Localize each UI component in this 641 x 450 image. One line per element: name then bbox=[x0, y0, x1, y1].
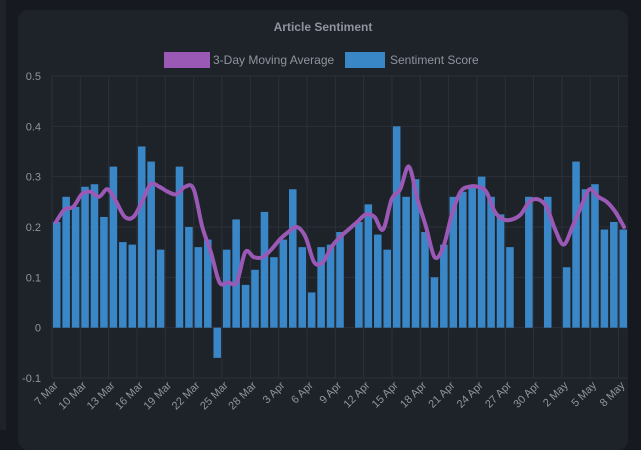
x-tick-label: 6 Apr bbox=[289, 379, 316, 406]
legend-swatch-sentiment-score[interactable] bbox=[345, 52, 385, 68]
sentiment-bar[interactable] bbox=[109, 166, 118, 328]
x-tick-label: 3 Apr bbox=[261, 379, 288, 406]
x-tick-label: 5 May bbox=[569, 379, 599, 409]
sentiment-bar[interactable] bbox=[232, 219, 240, 328]
page: Article Sentiment 3-Day Moving Average S… bbox=[0, 0, 628, 430]
sentiment-bar[interactable] bbox=[279, 239, 288, 328]
sentiment-bar[interactable] bbox=[81, 186, 89, 328]
sentiment-bar[interactable] bbox=[185, 227, 193, 328]
sentiment-bar[interactable] bbox=[468, 186, 476, 328]
x-tick-label: 24 Apr bbox=[455, 379, 486, 410]
x-tick-label: 16 Mar bbox=[113, 379, 146, 412]
sentiment-bar[interactable] bbox=[572, 161, 580, 328]
sentiment-bar[interactable] bbox=[241, 284, 250, 328]
sentiment-bar[interactable] bbox=[496, 214, 505, 328]
legend-label-moving-average[interactable]: 3-Day Moving Average bbox=[213, 53, 335, 67]
sentiment-bar[interactable] bbox=[251, 269, 259, 328]
y-tick-label: 0.5 bbox=[26, 71, 41, 83]
sentiment-chart: Article Sentiment 3-Day Moving Average S… bbox=[22, 20, 628, 412]
sentiment-bar[interactable] bbox=[307, 292, 316, 328]
x-tick-label: 27 Apr bbox=[483, 379, 514, 410]
sentiment-bar[interactable] bbox=[458, 191, 467, 328]
x-tick-label: 28 Mar bbox=[226, 379, 259, 412]
sentiment-bar[interactable] bbox=[204, 239, 212, 328]
left-panel-edge bbox=[0, 0, 6, 430]
sentiment-bar[interactable] bbox=[383, 249, 391, 328]
x-tick-label: 8 May bbox=[598, 379, 628, 409]
chart-title: Article Sentiment bbox=[274, 20, 373, 34]
sentiment-bar[interactable] bbox=[298, 247, 307, 328]
sentiment-bar[interactable] bbox=[270, 257, 278, 328]
x-tick-label: 21 Apr bbox=[426, 379, 457, 410]
x-tick-label: 15 Apr bbox=[370, 379, 401, 410]
sentiment-bar[interactable] bbox=[591, 184, 599, 328]
legend-label-sentiment-score[interactable]: Sentiment Score bbox=[390, 53, 479, 67]
x-tick-label: 25 Mar bbox=[198, 379, 231, 412]
sentiment-bar[interactable] bbox=[373, 234, 382, 328]
sentiment-bar[interactable] bbox=[137, 146, 146, 328]
sentiment-bar[interactable] bbox=[581, 189, 590, 328]
sentiment-bar[interactable] bbox=[477, 176, 486, 328]
y-tick-label: 0 bbox=[35, 323, 41, 335]
sentiment-bar[interactable] bbox=[525, 196, 533, 328]
sentiment-bar[interactable] bbox=[336, 232, 344, 328]
sentiment-bar[interactable] bbox=[487, 196, 495, 328]
x-tick-label: 12 Apr bbox=[341, 379, 372, 410]
line-series bbox=[54, 164, 626, 287]
bar-series bbox=[52, 126, 628, 358]
sentiment-bar[interactable] bbox=[610, 221, 618, 328]
sentiment-bar[interactable] bbox=[147, 161, 155, 328]
sentiment-bar[interactable] bbox=[156, 249, 165, 328]
sentiment-bar[interactable] bbox=[326, 244, 335, 328]
sentiment-bar[interactable] bbox=[222, 249, 231, 328]
x-tick-label: 30 Apr bbox=[511, 379, 542, 410]
sentiment-bar[interactable] bbox=[440, 244, 448, 328]
sentiment-bar[interactable] bbox=[213, 327, 222, 358]
x-tick-label: 2 May bbox=[541, 379, 571, 409]
sentiment-bar[interactable] bbox=[402, 196, 410, 328]
sentiment-bar[interactable] bbox=[543, 196, 552, 328]
sentiment-bar[interactable] bbox=[421, 232, 429, 328]
sentiment-bar[interactable] bbox=[90, 184, 99, 328]
x-tick-label: 13 Mar bbox=[85, 379, 118, 412]
sentiment-bar[interactable] bbox=[411, 179, 420, 328]
sentiment-bar[interactable] bbox=[355, 221, 363, 328]
legend-swatch-moving-average[interactable] bbox=[164, 52, 210, 68]
sentiment-bar[interactable] bbox=[62, 196, 70, 328]
y-tick-label: 0.3 bbox=[26, 172, 41, 184]
y-tick-label: 0.1 bbox=[26, 272, 41, 284]
sentiment-bar[interactable] bbox=[71, 206, 80, 328]
moving-average-line[interactable] bbox=[54, 164, 626, 287]
sentiment-bar[interactable] bbox=[52, 221, 61, 328]
sentiment-bar[interactable] bbox=[194, 247, 203, 328]
x-tick-label: 19 Mar bbox=[141, 379, 174, 412]
sentiment-bar[interactable] bbox=[449, 196, 458, 328]
sentiment-bar[interactable] bbox=[430, 277, 439, 328]
sentiment-bar[interactable] bbox=[619, 229, 628, 328]
y-tick-label: -0.1 bbox=[22, 373, 41, 385]
sentiment-bar[interactable] bbox=[100, 216, 108, 328]
sentiment-bar[interactable] bbox=[260, 211, 269, 328]
x-tick-label: 10 Mar bbox=[56, 379, 89, 412]
legend: 3-Day Moving Average Sentiment Score bbox=[164, 52, 479, 68]
sentiment-bar[interactable] bbox=[562, 267, 571, 328]
sentiment-bar[interactable] bbox=[506, 247, 514, 328]
sentiment-bar[interactable] bbox=[119, 242, 127, 328]
sentiment-bar[interactable] bbox=[600, 229, 609, 328]
sentiment-bar[interactable] bbox=[392, 126, 401, 328]
sentiment-bar[interactable] bbox=[128, 244, 137, 328]
x-tick-label: 22 Mar bbox=[170, 379, 203, 412]
y-axis: -0.1 0 0.1 0.2 0.3 0.4 0.5 bbox=[22, 71, 41, 385]
sentiment-bar[interactable] bbox=[289, 189, 297, 328]
sentiment-bar[interactable] bbox=[317, 247, 325, 328]
y-tick-label: 0.2 bbox=[26, 222, 41, 234]
sentiment-bar[interactable] bbox=[175, 166, 184, 328]
sentiment-bar[interactable] bbox=[364, 204, 373, 328]
x-tick-label: 18 Apr bbox=[398, 379, 429, 410]
y-tick-label: 0.4 bbox=[26, 121, 41, 133]
